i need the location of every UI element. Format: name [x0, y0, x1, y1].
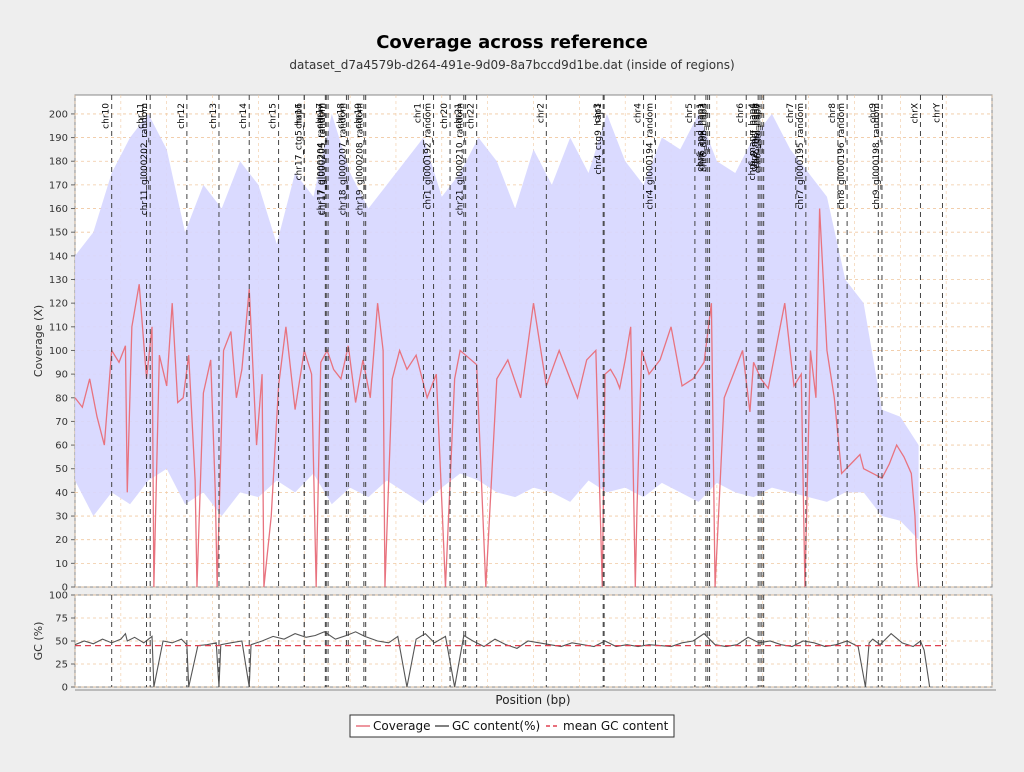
chromosome-label: chr21_gl000210_random — [456, 103, 466, 215]
chromosome-label: chr5 — [685, 103, 695, 123]
coverage-ytick-label: 120 — [49, 299, 68, 310]
legend-item: mean GC content — [563, 719, 669, 733]
coverage-ylabel: Coverage (X) — [32, 305, 45, 377]
chromosome-label: chr19_gl000208_random — [356, 103, 366, 215]
coverage-ytick-label: 200 — [49, 109, 68, 120]
chromosome-label: chr9_gl000198_random — [872, 103, 882, 210]
chromosome-label: chrX — [910, 103, 920, 124]
coverage-ytick-label: 170 — [49, 180, 68, 191]
coverage-ytick-label: 140 — [49, 251, 68, 262]
legend-item: Coverage — [373, 719, 431, 733]
chromosome-label: chr10 — [102, 103, 112, 129]
coverage-ytick-label: 70 — [55, 417, 68, 428]
coverage-ytick-label: 130 — [49, 275, 68, 286]
coverage-ytick-label: 180 — [49, 157, 68, 168]
chromosome-label: chr14 — [239, 103, 249, 129]
chromosome-label: chr17_gl000205_random — [318, 103, 328, 215]
coverage-ytick-label: 60 — [55, 441, 68, 452]
chromosome-label: chr13 — [209, 103, 219, 129]
gc-ytick-label: 75 — [55, 614, 68, 625]
chromosome-label: chr12 — [177, 103, 187, 129]
chromosome-label: chr18_gl000207_random — [338, 103, 348, 215]
chromosome-label: chr22 — [467, 103, 477, 129]
coverage-ytick-label: 40 — [55, 488, 68, 499]
chromosome-label: chr20 — [440, 103, 450, 129]
chart-subtitle: dataset_d7a4579b-d264-491e-9d09-8a7bccd9… — [289, 58, 734, 72]
coverage-ytick-label: 90 — [55, 370, 68, 381]
chromosome-label: chr6 — [736, 103, 746, 123]
coverage-ytick-label: 150 — [49, 228, 68, 239]
chromosome-label: chr7 — [786, 103, 796, 123]
chromosome-label: chr6_dbb_hap3 — [700, 103, 710, 172]
chromosome-label: chr8_gl000196_random — [837, 103, 847, 210]
coverage-ytick-label: 100 — [49, 346, 68, 357]
chromosome-label: chrY — [932, 103, 942, 123]
coverage-ytick-label: 190 — [49, 133, 68, 144]
chromosome-label: chr2 — [536, 103, 546, 123]
chromosome-label: chr1_gl000192_random — [424, 103, 434, 210]
chromosome-label: chr4_ctg9_hap1 — [594, 103, 604, 175]
gc-ylabel: GC (%) — [32, 622, 45, 661]
gc-ytick-label: 50 — [55, 637, 68, 648]
coverage-ytick-label: 20 — [55, 535, 68, 546]
chromosome-label: chr11_gl000202_random — [140, 103, 150, 215]
chromosome-label: chr4_gl000194_random — [645, 103, 655, 210]
chromosome-label: chr17_ctg5_hap1 — [294, 103, 304, 180]
chromosome-label: chr1 — [413, 103, 423, 123]
coverage-ytick-label: 30 — [55, 512, 68, 523]
chart-title: Coverage across reference — [376, 32, 648, 53]
gc-ytick-label: 25 — [55, 660, 68, 671]
chromosome-label: chr7_gl000195_random — [796, 103, 806, 210]
x-axis-label: Position (bp) — [495, 693, 570, 707]
coverage-ytick-label: 110 — [49, 322, 68, 333]
chromosome-label: chr15 — [269, 103, 279, 129]
gc-ytick-label: 0 — [62, 683, 68, 694]
coverage-ytick-label: 50 — [55, 464, 68, 475]
coverage-ytick-label: 160 — [49, 204, 68, 215]
chromosome-label: chr4 — [634, 103, 644, 123]
gc-ytick-label: 100 — [49, 591, 68, 602]
coverage-ytick-label: 80 — [55, 393, 68, 404]
chromosome-label: chr6_ssto_hap7 — [754, 103, 764, 173]
legend-item: GC content(%) — [452, 719, 540, 733]
coverage-ytick-label: 10 — [55, 559, 68, 570]
